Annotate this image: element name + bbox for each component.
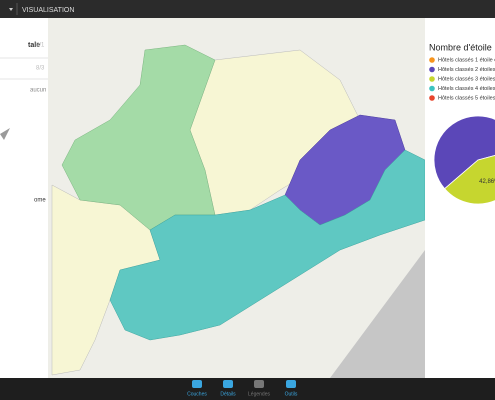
icon	[0, 128, 10, 140]
legend: Hôtels classés 1 étoile en Hôtels classés…	[429, 57, 495, 205]
button-label[interactable]: Outils	[285, 391, 298, 397]
panel-item: 8/3	[36, 66, 45, 72]
map[interactable]	[48, 18, 426, 378]
button-icon	[254, 380, 264, 388]
top-title[interactable]: VISUALISATION	[22, 7, 74, 14]
pie-slice	[444, 155, 495, 205]
button-icon	[192, 380, 202, 388]
toolbar: Couches Détails Légendes Outils	[187, 380, 298, 397]
button-label[interactable]: Légendes	[248, 391, 270, 397]
legend-swatch	[429, 95, 435, 101]
legend-title: Nombre d'étoile	[429, 42, 492, 52]
legend-label[interactable]: Hôtels classés 3 étoiles e	[438, 76, 495, 82]
sea	[330, 250, 425, 378]
left-panel	[0, 18, 48, 378]
legend-label[interactable]: Hôtels classés 1 étoile en	[438, 57, 495, 63]
button-label[interactable]: Couches	[187, 391, 207, 397]
legend-swatch	[429, 57, 435, 63]
legend-swatch	[429, 85, 435, 92]
legend-swatch	[429, 66, 435, 73]
button-label[interactable]: Détails	[220, 391, 236, 397]
legend-swatch	[429, 76, 435, 82]
legend-label[interactable]: Hôtels classés 5 étoiles e	[438, 95, 495, 101]
region-teal	[109, 149, 426, 341]
pie-label: 42,86%	[479, 179, 495, 185]
panel-item: aucun	[30, 88, 46, 94]
bottom-bar	[0, 378, 495, 400]
legend-label[interactable]: Hôtels classés 4 étoiles e	[438, 86, 495, 92]
legend-label[interactable]: Hôtels classés 2 étoiles e	[438, 67, 495, 73]
top-bar	[0, 0, 495, 18]
panel-item: 8/1	[36, 43, 45, 49]
menu-arrow[interactable]	[9, 8, 13, 11]
button-icon	[223, 380, 233, 388]
button-icon	[286, 380, 296, 388]
panel-item[interactable]: tale	[28, 42, 40, 49]
pie-slice	[433, 115, 495, 190]
panel-item: ome	[34, 198, 46, 204]
